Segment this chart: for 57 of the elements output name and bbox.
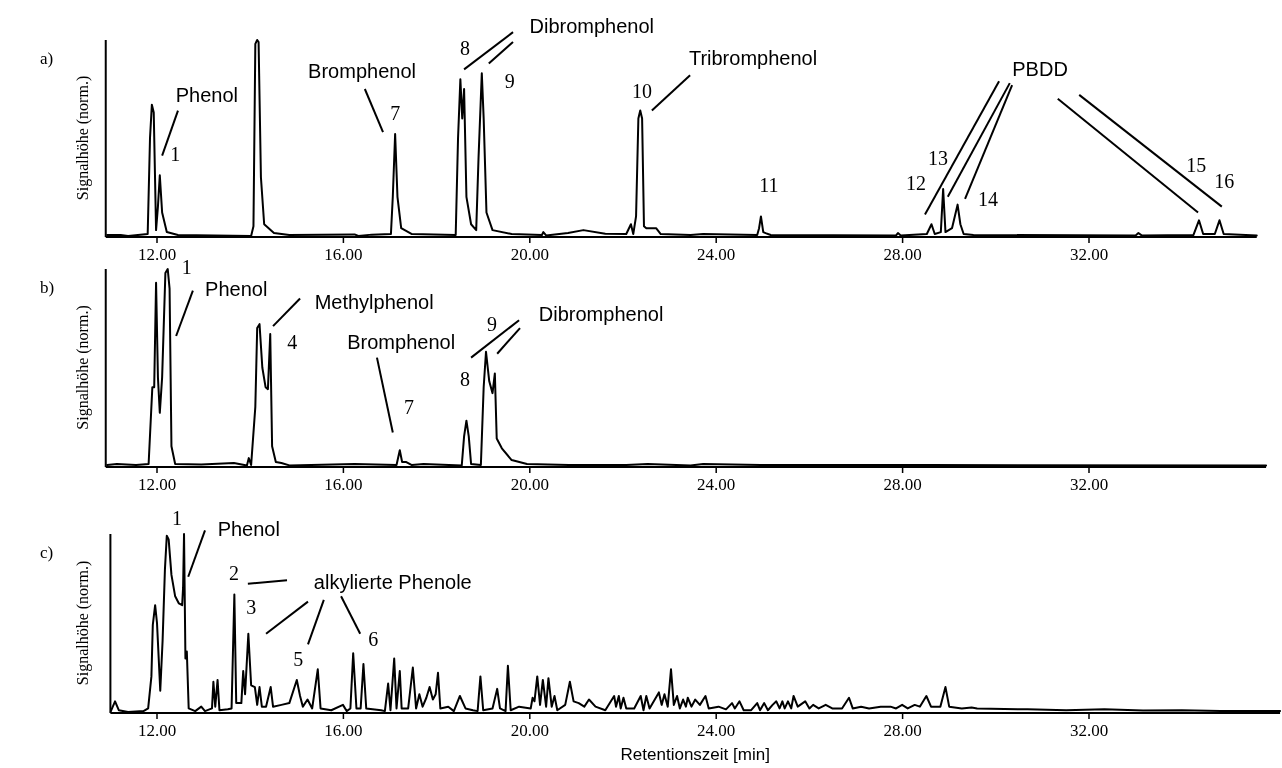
annotation: Phenol [205, 277, 268, 300]
x-tick-label: 16.00 [324, 721, 363, 740]
annotation: 6 [368, 628, 379, 651]
x-tick-label: 20.00 [510, 245, 549, 264]
y-axis-title: Signalhöhe (norm.) [74, 305, 92, 430]
annotation: 1 [170, 142, 181, 165]
annotation: 4 [287, 330, 298, 353]
x-tick-label: 24.00 [697, 245, 736, 264]
x-tick-label: 20.00 [510, 475, 549, 494]
annotation: 1 [181, 256, 192, 279]
annotation: Bromphenol [308, 60, 416, 83]
text: Dibromphenol [529, 15, 655, 38]
annotation: 8 [460, 36, 471, 59]
annotation: 5 [293, 647, 304, 670]
text: b) [40, 278, 55, 297]
x-tick-label: 28.00 [883, 245, 922, 264]
annotation: 11 [759, 174, 779, 197]
annotation: 7 [390, 101, 401, 124]
annotation: 9 [504, 70, 515, 93]
x-tick-label: 16.00 [324, 245, 363, 264]
annotation: 2 [228, 562, 239, 585]
x-tick-label: 32.00 [1069, 245, 1109, 264]
x-tick-label: 28.00 [883, 475, 922, 494]
annotation: Tribromphenol [688, 46, 818, 69]
text: a) [40, 49, 54, 68]
x-tick-label: 20.00 [510, 721, 549, 740]
annotation: alkylierte Phenole [313, 571, 472, 594]
annotation: 14 [977, 187, 998, 210]
x-tick-label: 16.00 [324, 475, 363, 494]
x-tick-label: 12.00 [137, 475, 177, 494]
y-axis-title: Signalhöhe (norm.) [74, 75, 92, 201]
x-tick-label: 32.00 [1069, 475, 1109, 494]
x-tick-label: 12.00 [137, 721, 177, 740]
annotation: Dibromphenol [538, 303, 664, 326]
text: c) [40, 543, 54, 562]
x-tick-label: 32.00 [1069, 721, 1109, 740]
annotation: 3 [246, 595, 257, 618]
text: 1 [172, 506, 183, 529]
x-tick-label: 24.00 [697, 721, 736, 740]
annotation: 16 [1214, 170, 1235, 193]
annotation: 7 [404, 395, 415, 418]
annotation: 15 [1186, 154, 1207, 177]
x-tick-label: 28.00 [883, 721, 922, 740]
annotation: Phenol [175, 83, 238, 106]
annotation: Methylphenol [314, 291, 434, 314]
x-tick-label: 12.00 [137, 245, 177, 264]
y-axis-title: Signalhöhe (norm.) [74, 560, 92, 686]
annotation: 12 [906, 172, 927, 195]
annotation: 10 [632, 79, 653, 102]
annotation: Phenol [217, 517, 280, 540]
annotation: PBDD [1012, 58, 1068, 81]
annotation: 8 [460, 368, 471, 391]
annotation: Bromphenol [347, 330, 456, 353]
annotation: 9 [487, 313, 498, 336]
annotation: 13 [928, 146, 949, 169]
x-axis-title: Retentionszeit [min] [620, 745, 770, 764]
x-tick-label: 24.00 [697, 475, 736, 494]
